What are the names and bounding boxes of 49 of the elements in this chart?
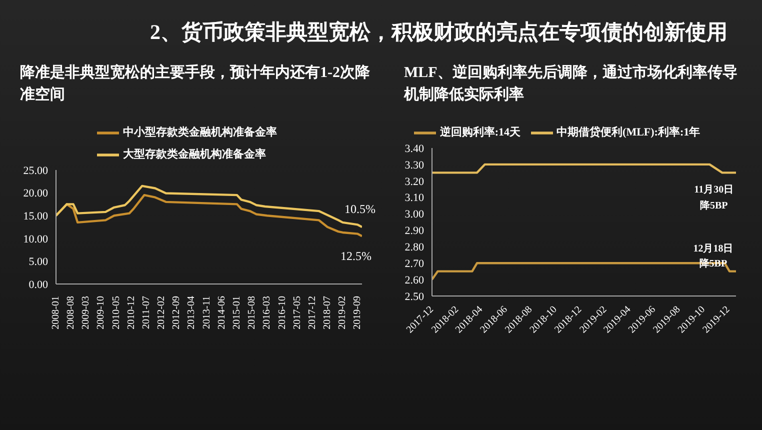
annotation: 降5BP [700, 200, 728, 212]
y-tick-label: 3.40 [404, 142, 424, 155]
y-tick-label: 3.30 [404, 159, 424, 172]
x-tick-label: 2008-08 [66, 296, 77, 330]
x-tick-label: 2014-06 [216, 296, 228, 330]
x-tick-label: 2013-04 [186, 296, 198, 330]
y-tick-label: 3.00 [404, 208, 424, 221]
x-tick-label: 2009-10 [96, 296, 107, 330]
y-tick-label: 15.00 [23, 210, 48, 223]
legend-label: 大型存款类金融机构准备金率 [123, 148, 266, 161]
x-tick-label: 2008-01 [50, 296, 62, 330]
x-tick-label: 2012-02 [156, 296, 168, 330]
y-tick-label: 2.50 [404, 290, 424, 303]
x-tick-label: 2010-05 [110, 296, 122, 330]
annotation: 12.5% [340, 249, 372, 264]
y-tick-label: 10.00 [23, 233, 48, 246]
legend-label: 逆回购利率:14天 [440, 126, 521, 139]
y-tick-label: 20.00 [23, 188, 48, 200]
y-tick-label: 2.60 [404, 274, 424, 286]
y-tick-label: 2.70 [404, 258, 424, 270]
x-tick-label: 2019-09 [352, 296, 364, 330]
y-tick-label: 5.00 [28, 256, 48, 268]
x-tick-label: 2012-09 [171, 296, 182, 330]
x-tick-label: 2017-05 [292, 296, 303, 330]
x-tick-label: 2018-07 [322, 296, 333, 330]
x-tick-label: 2013-11 [201, 296, 212, 329]
text: 2、货币政策非典型宽松，积极财政的亮点在专项债的创新使用 [150, 19, 728, 46]
x-tick-label: 2016-10 [276, 296, 288, 330]
x-tick-label: 2016-03 [262, 296, 273, 330]
y-tick-label: 0.00 [28, 278, 48, 291]
y-tick-label: 3.20 [404, 176, 424, 188]
x-tick-label: 2010-12 [126, 296, 137, 330]
x-tick-label: 2015-08 [246, 296, 258, 330]
legend-label: 中期借贷便利(MLF):利率:1年 [556, 126, 700, 139]
y-tick-label: 25.00 [23, 164, 48, 177]
chart-subtitle: 降准是非典型宽松的主要手段，预计年内还有1-2次降准空间 [19, 62, 371, 105]
x-tick-label: 2009-03 [80, 296, 92, 330]
y-tick-label: 2.80 [404, 242, 424, 254]
x-tick-label: 2019-02 [337, 296, 348, 330]
x-tick-label: 2017-12 [306, 296, 318, 330]
y-tick-label: 2.90 [404, 225, 424, 238]
annotation: 11月30日 [694, 184, 734, 196]
x-tick-label: 2011-07 [140, 296, 152, 329]
annotation: 12月18日 [693, 243, 734, 254]
x-tick-label: 2015-01 [232, 296, 243, 330]
y-tick-label: 3.10 [404, 192, 424, 204]
annotation: 10.5% [344, 202, 376, 216]
chart-subtitle: MLF、逆回购利率先后调降，通过市场化利率传导机制降低实际利率 [402, 63, 738, 105]
legend-label: 中小型存款类金融机构准备金率 [123, 126, 277, 139]
